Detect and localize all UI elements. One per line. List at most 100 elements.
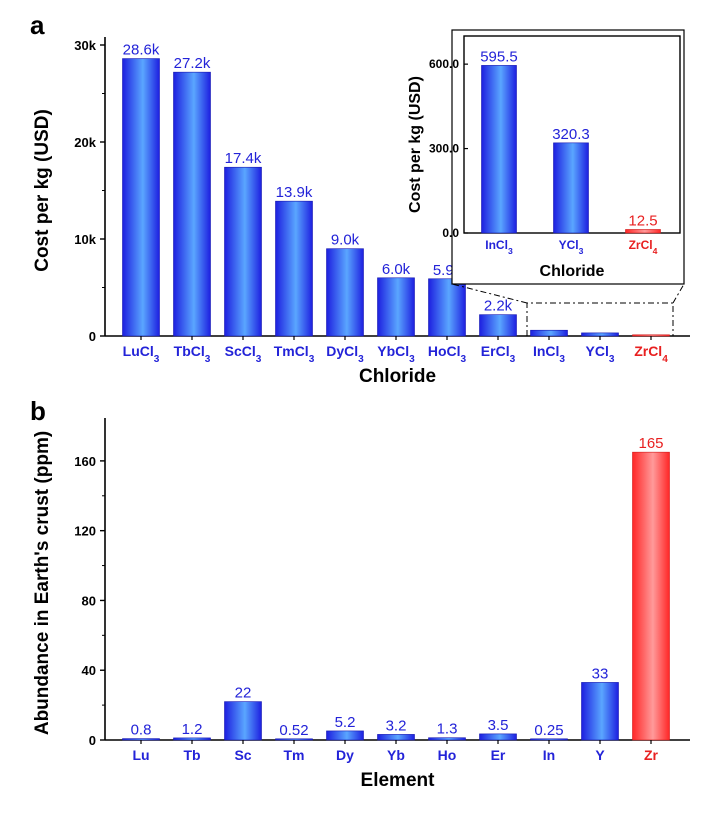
panel-a-bar-7	[479, 314, 517, 337]
panel-a-category-label-7-main: ErCl	[481, 343, 510, 359]
panel-a-bar-1	[173, 71, 211, 337]
panel-a-ytick-label-2: 20k	[74, 135, 96, 150]
panel-a-category-label-4-subscript: 3	[358, 354, 364, 365]
panel-b-bar-5	[377, 734, 415, 741]
inset-ytick-label-1: 300.0	[429, 142, 459, 156]
panel-a-category-label-6: HoCl3	[428, 343, 467, 365]
panel-b-bar-3	[275, 738, 313, 741]
inset-category-label-1-subscript: 3	[579, 246, 584, 256]
panel-b-bar-2	[224, 701, 262, 741]
panel-b-bar-8	[530, 738, 568, 741]
panel-a-category-label-0-subscript: 3	[154, 354, 160, 365]
panel-b-bar-10	[632, 451, 670, 741]
inset-category-label-1-main: YCl	[559, 238, 579, 252]
panel-a-bar-5	[377, 277, 415, 337]
panel-a-letter: a	[30, 10, 45, 40]
panel-a-bar-10	[632, 334, 670, 337]
inset-category-label-0-subscript: 3	[508, 246, 513, 256]
panel-b-data-label-9: 33	[592, 665, 609, 682]
panel-a-bar-0	[122, 58, 160, 337]
panel-a-category-label-6-subscript: 3	[461, 354, 467, 365]
panel-b-data-label-3: 0.52	[279, 722, 308, 739]
panel-a-data-label-3: 13.9k	[276, 184, 313, 201]
panel-b-category-label-8: In	[543, 747, 555, 763]
panel-a-category-label-3-subscript: 3	[309, 354, 315, 365]
panel-b-category-label-3-main: Tm	[284, 747, 305, 763]
panel-a-data-label-0: 28.6k	[123, 42, 160, 59]
panel-a-category-label-8-main: InCl	[533, 343, 559, 359]
panel-a-category-label-3: TmCl3	[274, 343, 315, 365]
panel-a-bar-4	[326, 248, 364, 337]
panel-b-category-label-6: Ho	[438, 747, 457, 763]
inset-category-label-0: InCl3	[485, 238, 513, 256]
panel-b-category-label-8-main: In	[543, 747, 555, 763]
panel-a-category-label-5: YbCl3	[377, 343, 415, 365]
panel-a-category-label-3-main: TmCl	[274, 343, 309, 359]
panel-b-category-label-10: Zr	[644, 747, 659, 763]
panel-a-category-label-6-main: HoCl	[428, 343, 461, 359]
panel-a-data-label-4: 9.0k	[331, 232, 360, 249]
panel-a-ytick-label-3: 30k	[74, 38, 96, 53]
panel-b-ytick-label-3: 120	[74, 524, 96, 539]
panel-b-category-label-0: Lu	[132, 747, 149, 763]
panel-a-category-label-10-subscript: 4	[662, 354, 668, 365]
panel-b-letter: b	[30, 396, 46, 426]
panel-a-category-label-2-main: ScCl	[225, 343, 256, 359]
panel-a-category-label-8: InCl3	[533, 343, 565, 365]
panel-b-category-label-4-main: Dy	[336, 747, 354, 763]
panel-a-category-label-4-main: DyCl	[326, 343, 358, 359]
panel-b-x-title: Element	[361, 770, 436, 791]
panel-b-ytick-label-0: 0	[89, 733, 96, 748]
panel-b-data-label-6: 1.3	[437, 721, 458, 738]
panel-b-bar-0	[122, 738, 160, 741]
panel-a-category-label-0-main: LuCl	[123, 343, 154, 359]
inset-connector-left	[451, 283, 528, 304]
panel-b-category-label-4: Dy	[336, 747, 354, 763]
panel-b-bar-7	[479, 733, 517, 741]
panel-a-data-label-2: 17.4k	[225, 150, 262, 167]
panel-a-bar-9	[581, 332, 619, 337]
panel-a-bar-2	[224, 166, 262, 337]
panel-b-category-label-6-main: Ho	[438, 747, 457, 763]
panel-a-category-label-5-subscript: 3	[409, 354, 415, 365]
panel-a-ytick-label-1: 10k	[74, 232, 96, 247]
panel-b-data-label-1: 1.2	[182, 721, 203, 738]
inset-category-label-2-main: ZrCl	[629, 238, 653, 252]
panel-a-category-label-4: DyCl3	[326, 343, 364, 365]
panel-b-category-label-7: Er	[491, 747, 506, 763]
panel-a-category-label-2-subscript: 3	[256, 354, 262, 365]
panel-a-ytick-label-0: 0	[89, 329, 96, 344]
panel-a-data-label-7: 2.2k	[484, 298, 513, 315]
inset-bar-2	[625, 229, 661, 234]
panel-b-category-label-10-main: Zr	[644, 747, 659, 763]
panel-b: 0 40 80 120 160 Lu 0.8 Tb 1.2 Sc 22 Tm 0.52 Dy 5.2 Yb 3.…	[30, 396, 690, 791]
panel-a-bar-8	[530, 329, 568, 337]
panel-b-category-label-1: Tb	[183, 747, 200, 763]
panel-a-bar-3	[275, 200, 313, 337]
panel-b-bar-9	[581, 682, 619, 741]
panel-a-category-label-0: LuCl3	[123, 343, 160, 365]
panel-b-category-label-5: Yb	[387, 747, 405, 763]
inset-ytick-label-0: 0.0	[442, 226, 459, 240]
inset-y-title: Cost per kg (USD)	[407, 76, 424, 213]
panel-b-bar-4	[326, 730, 364, 741]
panel-b-category-label-7-main: Er	[491, 747, 506, 763]
panel-b-bar-6	[428, 737, 466, 741]
inset-data-label-0: 595.5	[480, 48, 518, 65]
panel-b-data-label-0: 0.8	[131, 722, 152, 739]
panel-b-category-label-5-main: Yb	[387, 747, 405, 763]
inset-ytick-label-2: 600.0	[429, 57, 459, 71]
panel-b-data-label-7: 3.5	[488, 717, 509, 734]
panel-a-y-title: Cost per kg (USD)	[32, 109, 53, 272]
panel-b-data-label-8: 0.25	[534, 722, 563, 739]
inset-bar-0	[481, 65, 517, 234]
panel-a: 010k20k30kLuCl328.6kTbCl327.2kScCl317.4k…	[30, 10, 690, 387]
panel-b-bar-1	[173, 737, 211, 741]
panel-b-category-label-9-main: Y	[595, 747, 605, 763]
inset-x-title: Chloride	[540, 263, 605, 280]
inset-data-label-1: 320.3	[552, 126, 590, 143]
panel-b-category-label-2: Sc	[234, 747, 251, 763]
panel-a-category-label-9: YCl3	[586, 343, 615, 365]
